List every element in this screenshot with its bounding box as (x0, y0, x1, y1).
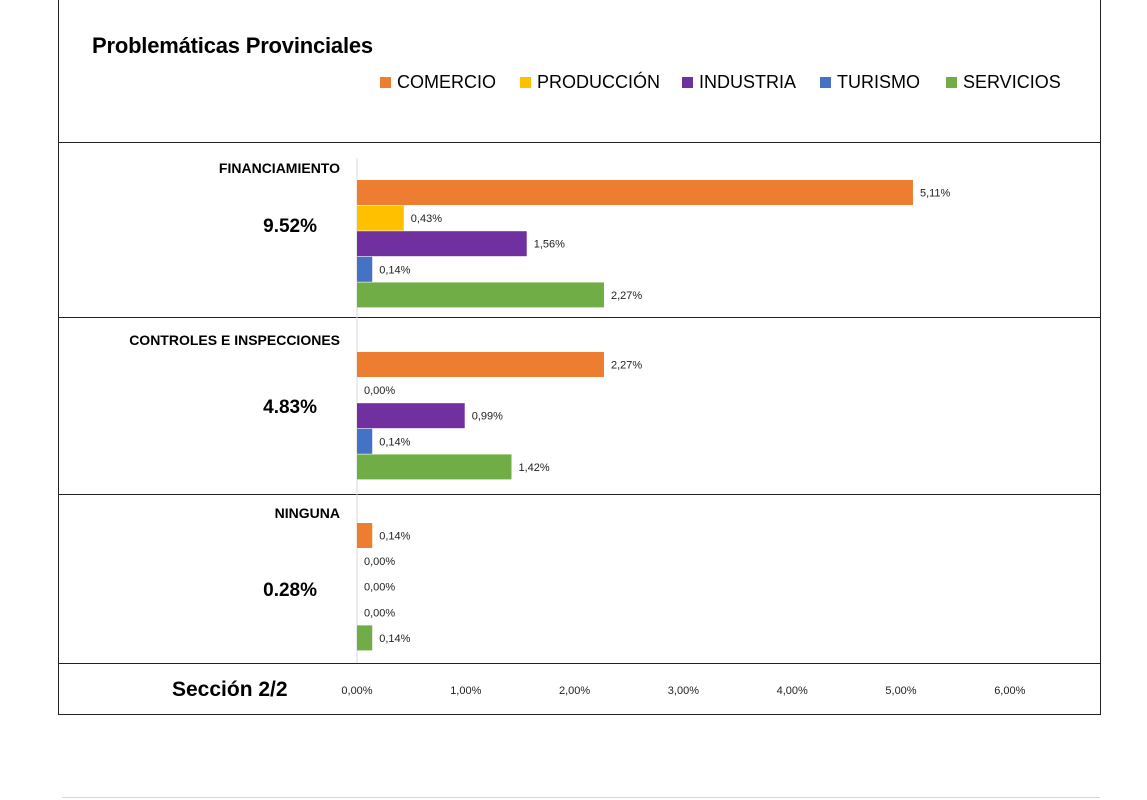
section-footer-label: Sección 2/2 (172, 678, 288, 701)
bar-servicios (357, 282, 604, 308)
x-tick-label: 5,00% (885, 685, 916, 697)
data-label: 2,27% (611, 290, 642, 302)
bar-industria (357, 403, 465, 429)
data-label: 0,14% (379, 436, 410, 448)
page-bottom-rule (62, 797, 1100, 798)
x-tick-label: 3,00% (668, 685, 699, 697)
data-label: 0,00% (364, 385, 395, 397)
legend-item-servicios: SERVICIOS (946, 72, 1061, 93)
group-label-ninguna: NINGUNA (274, 505, 340, 521)
section-divider (58, 494, 1101, 495)
group-total-financiamiento: 9.52% (263, 216, 317, 237)
legend-item-comercio: COMERCIO (380, 72, 496, 93)
legend-label: PRODUCCIÓN (537, 72, 661, 92)
section-divider (58, 142, 1101, 143)
group-label-controles: CONTROLES E INSPECCIONES (129, 332, 340, 348)
chart-frame (58, 0, 1101, 715)
legend-item-turismo: TURISMO (820, 72, 920, 93)
data-label: 1,42% (518, 462, 549, 474)
data-label: 0,14% (379, 633, 410, 645)
legend-label: SERVICIOS (963, 72, 1061, 92)
bar-turismo (357, 256, 373, 282)
x-tick-label: 6,00% (994, 685, 1025, 697)
legend-swatch (946, 77, 957, 88)
x-tick-label: 2,00% (559, 685, 590, 697)
group-total-controles: 4.83% (263, 397, 317, 418)
data-label: 0,00% (364, 607, 395, 619)
legend-swatch (820, 77, 831, 88)
x-tick-label: 0,00% (341, 685, 372, 697)
bar-servicios (357, 625, 373, 651)
data-label: 1,56% (534, 239, 565, 251)
data-label: 0,00% (364, 582, 395, 594)
data-label: 2,27% (611, 360, 642, 372)
data-label: 0,00% (364, 556, 395, 568)
legend-label: COMERCIO (397, 72, 496, 92)
legend-swatch (380, 77, 391, 88)
chart-title: Problemáticas Provinciales (92, 33, 373, 58)
section-divider (58, 317, 1101, 318)
bar-comercio (357, 352, 604, 377)
bar-comercio (357, 180, 913, 205)
legend-label: INDUSTRIA (699, 72, 797, 92)
data-label: 0,99% (472, 411, 503, 423)
legend-swatch (682, 77, 693, 88)
bar-comercio (357, 523, 373, 548)
bar-industria (357, 231, 527, 257)
x-tick-label: 4,00% (777, 685, 808, 697)
x-tick-label: 1,00% (450, 685, 481, 697)
section-divider (58, 663, 1101, 664)
data-label: 0,14% (379, 531, 410, 543)
group-label-financiamiento: FINANCIAMIENTO (218, 160, 340, 176)
data-label: 5,11% (920, 188, 951, 200)
bar-producción (357, 205, 404, 231)
bar-turismo (357, 428, 373, 454)
legend-label: TURISMO (837, 72, 920, 92)
legend-item-produccion: PRODUCCIÓN (520, 72, 660, 93)
group-total-ninguna: 0.28% (263, 580, 317, 601)
data-label: 0,43% (411, 213, 442, 225)
legend-swatch (520, 77, 531, 88)
data-label: 0,14% (379, 264, 410, 276)
legend-item-industria: INDUSTRIA (682, 72, 796, 93)
bar-servicios (357, 454, 512, 480)
